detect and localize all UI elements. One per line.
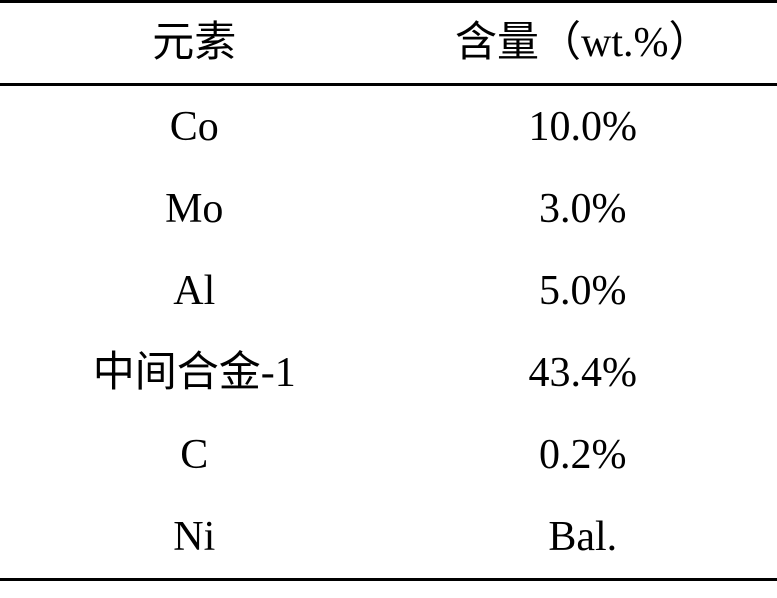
table-row: 中间合金-1 43.4% <box>0 332 777 414</box>
table-row: C 0.2% <box>0 414 777 496</box>
cell-value: 0.2% <box>389 414 777 496</box>
cell-element: Ni <box>0 496 389 580</box>
table-row: Mo 3.0% <box>0 168 777 250</box>
cell-element: 中间合金-1 <box>0 332 389 414</box>
col-header-element: 元素 <box>0 2 389 85</box>
col-header-content: 含量（wt.%） <box>389 2 777 85</box>
table-row: Al 5.0% <box>0 250 777 332</box>
cell-value: Bal. <box>389 496 777 580</box>
table-row: Ni Bal. <box>0 496 777 580</box>
table-row: Co 10.0% <box>0 85 777 169</box>
cell-element: Mo <box>0 168 389 250</box>
cell-element: C <box>0 414 389 496</box>
table-header-row: 元素 含量（wt.%） <box>0 2 777 85</box>
cell-value: 3.0% <box>389 168 777 250</box>
composition-table: 元素 含量（wt.%） Co 10.0% Mo 3.0% Al 5.0% 中间合… <box>0 0 777 581</box>
cell-value: 43.4% <box>389 332 777 414</box>
cell-element: Al <box>0 250 389 332</box>
cell-element: Co <box>0 85 389 169</box>
cell-value: 10.0% <box>389 85 777 169</box>
cell-value: 5.0% <box>389 250 777 332</box>
